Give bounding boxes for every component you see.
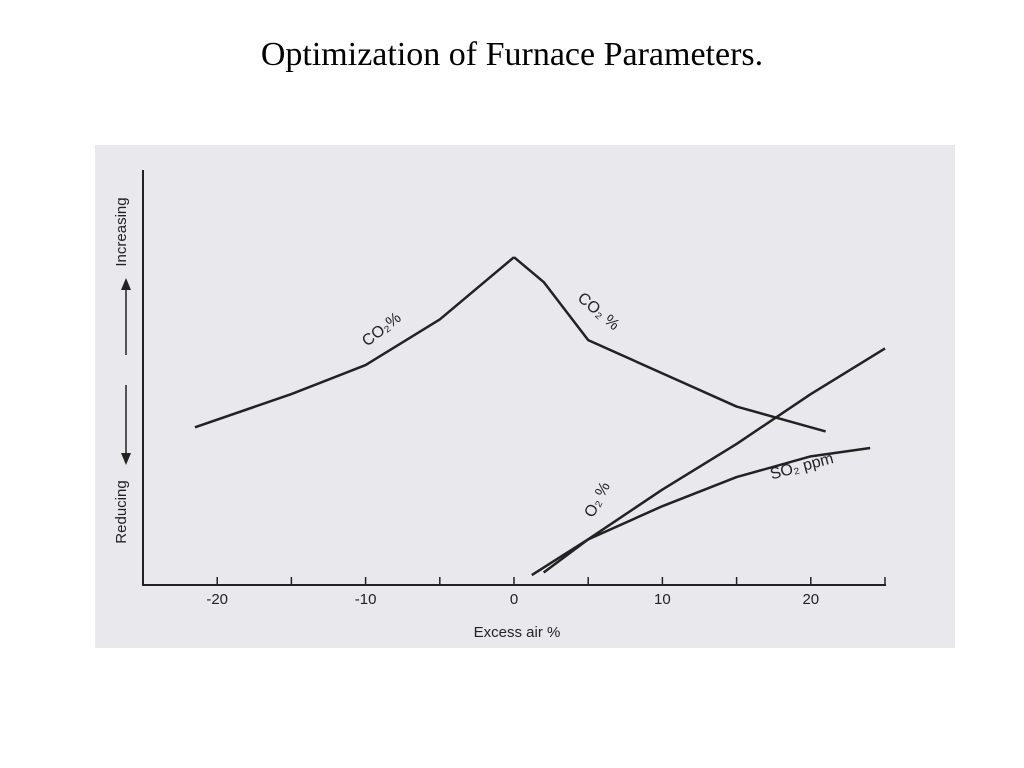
x-tick-label: -10: [355, 591, 377, 608]
arrow-head: [121, 453, 131, 465]
x-tick-label: -20: [206, 591, 228, 608]
x-tick-label: 10: [654, 591, 671, 608]
curve: [542, 446, 871, 574]
x-axis-label: Excess air %: [474, 624, 561, 641]
x-tick-label: 20: [802, 591, 819, 608]
scan-background: [95, 145, 955, 648]
y-label-bottom: Reducing: [113, 480, 130, 543]
slide-title: Optimization of Furnace Parameters.: [260, 36, 764, 73]
curve: [194, 256, 515, 429]
arrow-head: [121, 278, 131, 290]
y-label-top: Increasing: [113, 197, 130, 266]
x-tick-label: 0: [510, 591, 518, 608]
curve: [513, 256, 826, 433]
